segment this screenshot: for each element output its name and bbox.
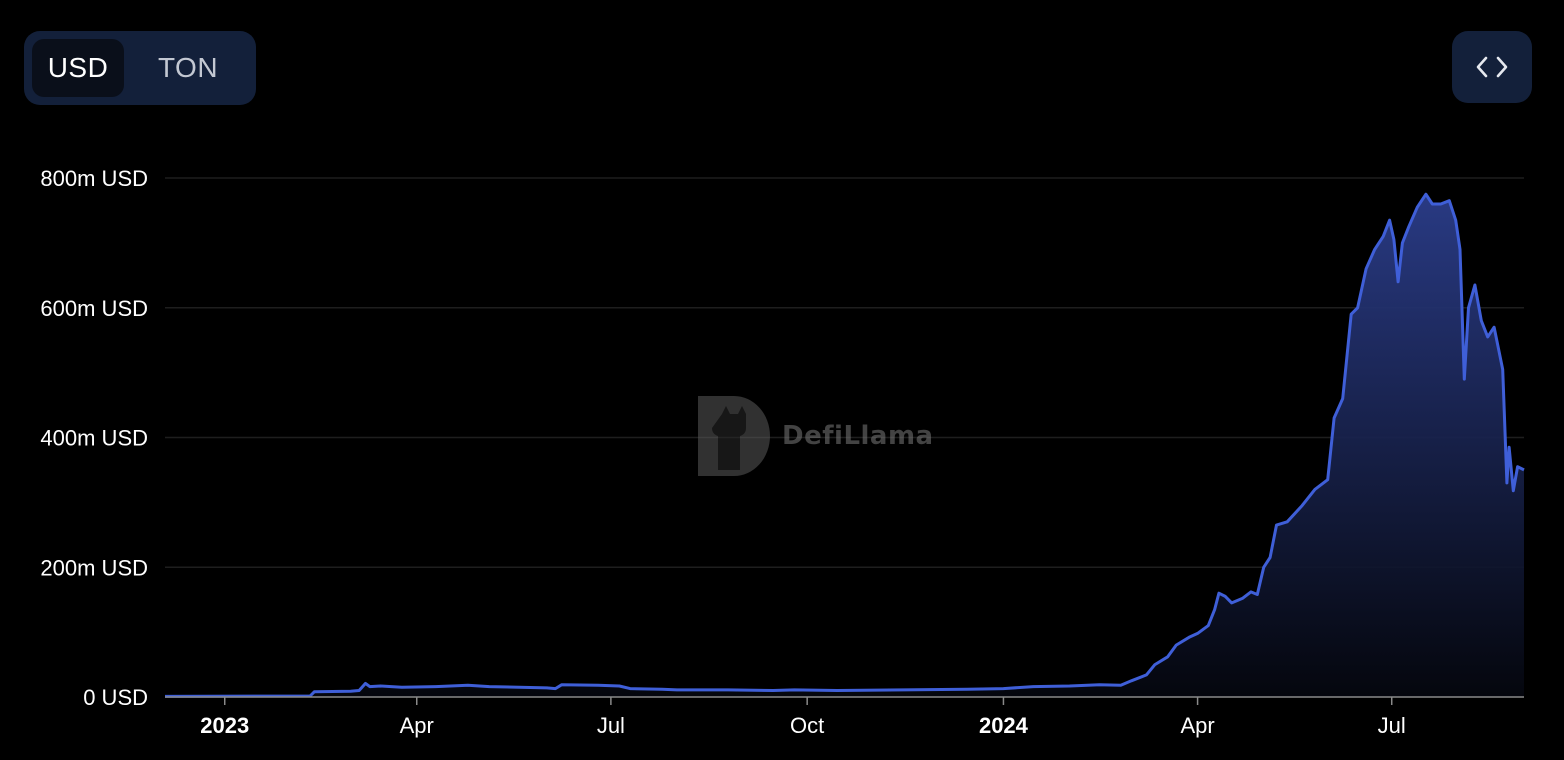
- x-tick-label: Jul: [597, 713, 625, 738]
- series-line: [164, 192, 1525, 698]
- x-tick-label: Oct: [790, 713, 824, 738]
- watermark-text: DefiLlama: [782, 421, 934, 451]
- y-tick-label: 0 USD: [83, 685, 148, 710]
- x-tick-label: 2024: [979, 713, 1029, 738]
- x-tick-label: Jul: [1378, 713, 1406, 738]
- x-tick-label: Apr: [1180, 713, 1214, 738]
- code-brackets-icon: [1476, 56, 1508, 78]
- x-tick-label: Apr: [400, 713, 434, 738]
- defillama-watermark: DefiLlama: [698, 396, 934, 476]
- toggle-option-usd[interactable]: USD: [32, 39, 124, 97]
- currency-toggle: USD TON: [24, 31, 256, 105]
- series-area-fill: [165, 194, 1524, 697]
- x-tick-label: 2023: [200, 713, 249, 738]
- y-tick-label: 800m USD: [40, 166, 148, 191]
- toggle-option-ton[interactable]: TON: [157, 52, 219, 83]
- y-tick-label: 400m USD: [40, 426, 148, 451]
- embed-code-button[interactable]: [1452, 31, 1532, 103]
- y-tick-label: 200m USD: [40, 555, 148, 580]
- llama-logo-icon: [698, 396, 770, 476]
- y-tick-label: 600m USD: [40, 296, 148, 321]
